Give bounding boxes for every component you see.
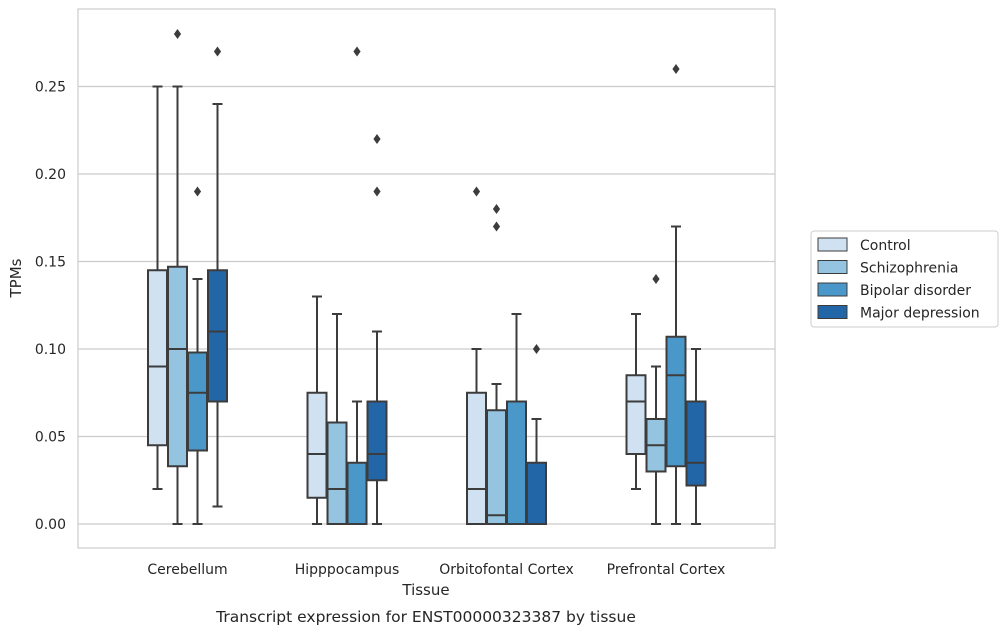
box [625,374,647,455]
box [486,409,507,525]
x-tick-label: Cerebellum [147,562,227,578]
box-group [526,344,547,525]
box [506,400,527,525]
y-tick-label: 0.05 [35,430,66,446]
outlier-marker [652,274,660,284]
box-group [366,134,388,525]
outlier-marker [492,221,501,232]
legend-label: Control [860,238,911,254]
legend-swatch [817,305,848,319]
box [466,391,487,525]
x-axis-label: Tissue [401,581,449,599]
box [366,400,388,482]
legend-label: Bipolar disorder [860,283,971,299]
box [665,335,687,468]
box-group [645,274,667,525]
outlier-marker [373,186,381,197]
box-group [685,348,707,525]
legend: Control Schizophrenia Bipolar disorder Majo… [810,230,999,328]
box [147,269,168,447]
x-tick-label: Hipppocampus [295,562,400,578]
outlier-marker [373,134,381,144]
y-tick-label: 0.15 [35,255,66,271]
box [346,461,368,525]
outlier-marker [532,344,541,354]
y-tick-label: 0.00 [35,517,66,533]
box [167,265,188,468]
legend-label: Schizophrenia [860,261,958,277]
x-tick-label: Orbitofontal Cortex [439,562,574,578]
box [207,269,228,403]
chart-caption: Transcript expression for ENST0000032338… [215,608,636,626]
box-group [625,313,647,490]
boxes-layer [147,29,707,525]
box [306,391,328,499]
outlier-marker [492,204,501,214]
x-tick-label: Prefrontal Cortex [607,562,726,578]
box [326,421,348,525]
legend-frame [810,230,999,328]
box [526,461,547,525]
box [187,351,208,452]
outlier-marker [173,29,182,39]
box-group [207,46,228,508]
legend-swatch [817,237,848,252]
y-tick-label: 0.10 [35,342,66,358]
box [685,400,707,487]
legend-label: Major depression [860,306,980,322]
outlier-marker [213,46,222,57]
y-axis-label: TPMs [7,258,25,298]
y-tick-labels: 0.00 0.05 0.10 0.15 0.20 0.25 [35,80,66,534]
outlier-marker [672,64,680,74]
x-tick-labels: Cerebellum Hipppocampus Orbitofontal Corte… [147,562,725,578]
outlier-marker [472,186,481,197]
box-group [346,46,368,525]
y-tick-label: 0.25 [35,80,66,96]
legend-swatch [817,260,848,274]
box-group [187,186,208,525]
outlier-marker [353,46,361,57]
y-tick-label: 0.20 [35,167,66,183]
outlier-marker [193,186,202,197]
legend-swatch [817,282,848,297]
